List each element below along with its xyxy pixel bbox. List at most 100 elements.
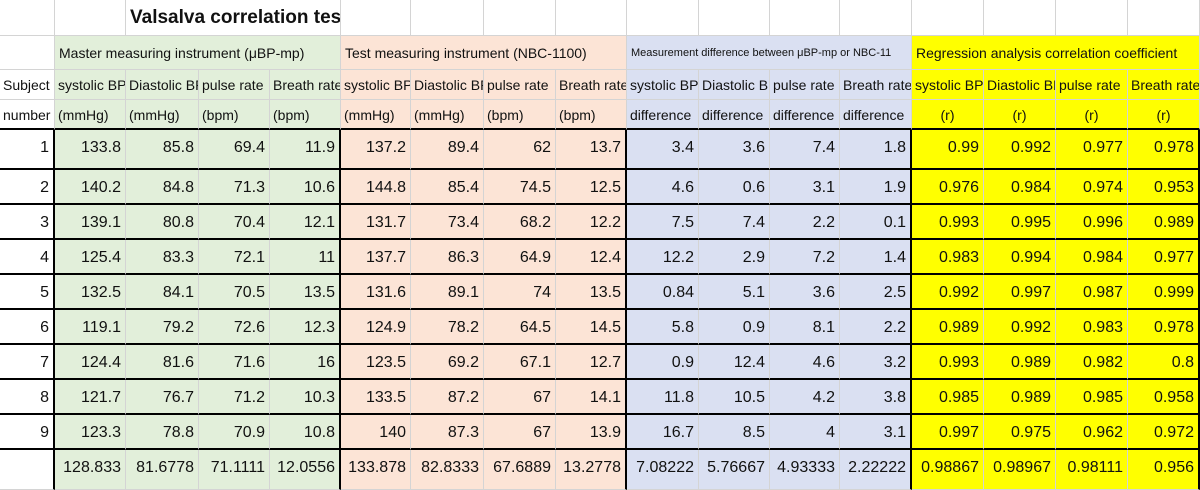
data-cell[interactable]: 12.5 (556, 170, 627, 205)
empty-cell[interactable] (627, 0, 699, 36)
data-cell[interactable]: 10.6 (270, 170, 341, 205)
data-cell[interactable]: 0.978 (1128, 310, 1200, 345)
empty-cell[interactable] (411, 0, 484, 36)
data-cell[interactable]: 0.996 (1056, 205, 1128, 240)
data-cell[interactable]: 0.977 (1128, 240, 1200, 275)
data-cell[interactable]: 0.993 (912, 205, 984, 240)
data-cell[interactable]: 84.1 (126, 275, 199, 310)
empty-cell[interactable] (1128, 0, 1200, 36)
data-cell[interactable]: 71.6 (199, 345, 270, 380)
data-cell[interactable]: 69.2 (411, 345, 484, 380)
column-header[interactable]: (bpm) (199, 100, 270, 130)
data-cell[interactable]: 124.9 (341, 310, 411, 345)
empty-cell[interactable] (341, 0, 411, 36)
data-cell[interactable]: 70.4 (199, 205, 270, 240)
data-cell[interactable]: 10.8 (270, 415, 341, 450)
empty-cell[interactable] (556, 0, 627, 36)
subject-number-cell[interactable]: 4 (0, 240, 55, 275)
data-cell[interactable]: 79.2 (126, 310, 199, 345)
data-cell[interactable]: 0.989 (1128, 205, 1200, 240)
data-cell[interactable]: 62 (484, 130, 556, 170)
data-cell[interactable]: 80.8 (126, 205, 199, 240)
column-header[interactable]: Diastolic BP (126, 70, 199, 100)
data-cell[interactable]: 71.3 (199, 170, 270, 205)
average-cell[interactable]: 2.22222 (840, 450, 912, 490)
empty-cell[interactable] (770, 0, 840, 36)
data-cell[interactable]: 133.5 (341, 380, 411, 415)
data-cell[interactable]: 87.2 (411, 380, 484, 415)
data-cell[interactable]: 2.2 (770, 205, 840, 240)
data-cell[interactable]: 0.982 (1056, 345, 1128, 380)
average-cell[interactable]: 4.93333 (770, 450, 840, 490)
data-cell[interactable]: 0.997 (984, 275, 1056, 310)
average-cell[interactable]: 0.98867 (912, 450, 984, 490)
subject-number-cell[interactable]: 7 (0, 345, 55, 380)
data-cell[interactable]: 70.5 (199, 275, 270, 310)
subject-number-cell[interactable]: 5 (0, 275, 55, 310)
column-header[interactable]: (mmHg) (126, 100, 199, 130)
average-cell[interactable]: 128.833 (55, 450, 126, 490)
data-cell[interactable]: 87.3 (411, 415, 484, 450)
data-cell[interactable]: 144.8 (341, 170, 411, 205)
data-cell[interactable]: 3.6 (770, 275, 840, 310)
data-cell[interactable]: 8.1 (770, 310, 840, 345)
column-header[interactable]: pulse rate (484, 70, 556, 100)
data-cell[interactable]: 0.983 (912, 240, 984, 275)
column-header[interactable]: (r) (984, 100, 1056, 130)
data-cell[interactable]: 2.5 (840, 275, 912, 310)
data-cell[interactable]: 1.8 (840, 130, 912, 170)
average-cell[interactable]: 12.0556 (270, 450, 341, 490)
data-cell[interactable]: 140 (341, 415, 411, 450)
column-header[interactable]: (r) (1128, 100, 1200, 130)
data-cell[interactable]: 3.2 (840, 345, 912, 380)
data-cell[interactable]: 0.995 (984, 205, 1056, 240)
data-cell[interactable]: 0.987 (1056, 275, 1128, 310)
data-cell[interactable]: 0.978 (1128, 130, 1200, 170)
empty-cell[interactable] (55, 0, 126, 36)
average-cell[interactable]: 0.956 (1128, 450, 1200, 490)
data-cell[interactable]: 11.9 (270, 130, 341, 170)
empty-cell[interactable] (912, 0, 984, 36)
data-cell[interactable]: 12.7 (556, 345, 627, 380)
data-cell[interactable]: 123.5 (341, 345, 411, 380)
data-cell[interactable]: 0.993 (912, 345, 984, 380)
data-cell[interactable]: 3.6 (699, 130, 770, 170)
subject-number-header[interactable]: Subject (0, 70, 55, 100)
data-cell[interactable]: 0.992 (984, 130, 1056, 170)
test-group-header[interactable]: Test measuring instrument (NBC-1100) (341, 36, 627, 70)
data-cell[interactable]: 3.1 (840, 415, 912, 450)
column-header[interactable]: (mmHg) (411, 100, 484, 130)
data-cell[interactable]: 2.9 (699, 240, 770, 275)
average-cell[interactable]: 5.76667 (699, 450, 770, 490)
average-cell[interactable]: 82.8333 (411, 450, 484, 490)
data-cell[interactable]: 0.972 (1128, 415, 1200, 450)
data-cell[interactable]: 13.5 (270, 275, 341, 310)
subject-number-cell[interactable]: 8 (0, 380, 55, 415)
empty-cell[interactable] (0, 450, 55, 490)
average-cell[interactable]: 67.6889 (484, 450, 556, 490)
column-header[interactable]: Breath rate (556, 70, 627, 100)
data-cell[interactable]: 4.6 (770, 345, 840, 380)
column-header[interactable]: (bpm) (484, 100, 556, 130)
data-cell[interactable]: 64.5 (484, 310, 556, 345)
column-header[interactable]: Breath rate (270, 70, 341, 100)
data-cell[interactable]: 72.6 (199, 310, 270, 345)
difference-group-header[interactable]: Measurement difference between μBP-mp or… (627, 36, 912, 70)
data-cell[interactable]: 0.975 (984, 415, 1056, 450)
data-cell[interactable]: 12.2 (556, 205, 627, 240)
column-header[interactable]: (bpm) (270, 100, 341, 130)
data-cell[interactable]: 125.4 (55, 240, 126, 275)
data-cell[interactable]: 140.2 (55, 170, 126, 205)
data-cell[interactable]: 64.9 (484, 240, 556, 275)
data-cell[interactable]: 0.958 (1128, 380, 1200, 415)
data-cell[interactable]: 0.1 (840, 205, 912, 240)
data-cell[interactable]: 71.2 (199, 380, 270, 415)
column-header[interactable]: Breath rate (1128, 70, 1200, 100)
data-cell[interactable]: 0.992 (984, 310, 1056, 345)
column-header[interactable]: (mmHg) (55, 100, 126, 130)
data-cell[interactable]: 0.99 (912, 130, 984, 170)
data-cell[interactable]: 139.1 (55, 205, 126, 240)
data-cell[interactable]: 10.5 (699, 380, 770, 415)
empty-cell[interactable] (984, 0, 1056, 36)
data-cell[interactable]: 76.7 (126, 380, 199, 415)
